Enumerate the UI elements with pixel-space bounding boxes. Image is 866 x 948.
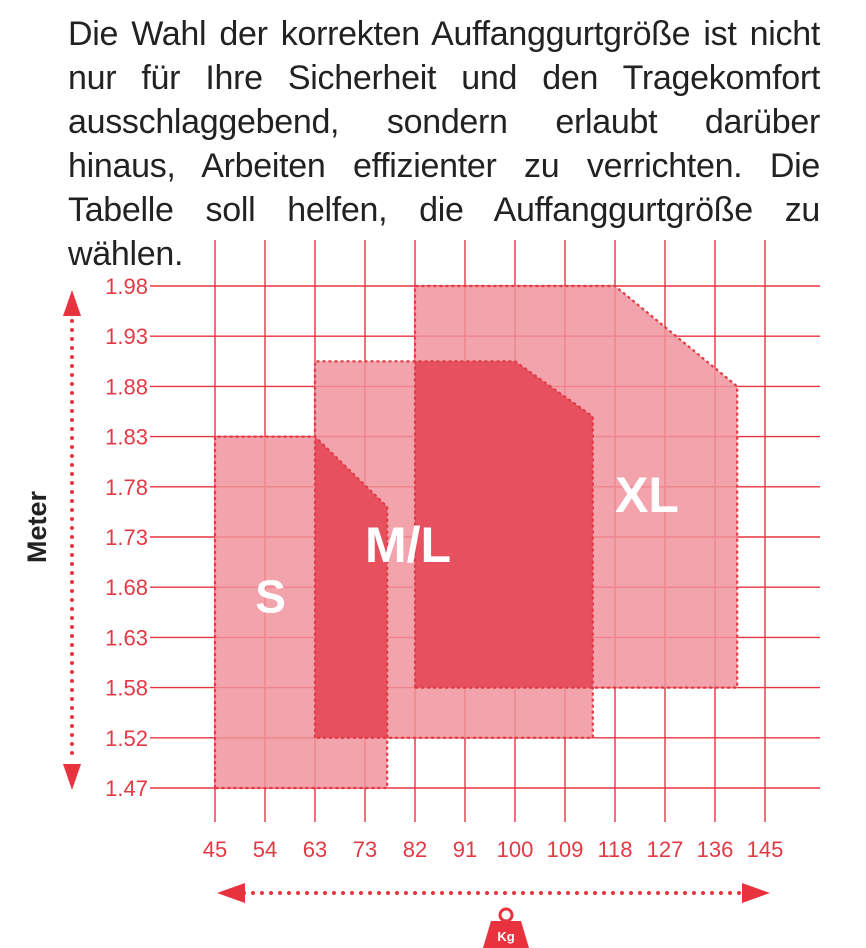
- y-tick-labels: 1.98 1.93 1.88 1.83 1.78 1.73 1.68 1.63 1.58 1.52…: [105, 274, 148, 801]
- intro-paragraph: Die Wahl der korrekten Auffanggurtgröße …: [68, 15, 820, 273]
- x-tick-label: 45: [203, 837, 227, 862]
- y-tick-label: 1.58: [105, 676, 148, 701]
- kg-weight-icon: Kg: [483, 907, 529, 948]
- y-tick-label: 1.93: [105, 324, 148, 349]
- x-axis-double-arrow-icon: [217, 883, 770, 903]
- size-label-s: S: [255, 570, 286, 622]
- size-regions: [215, 286, 738, 788]
- y-tick-label: 1.88: [105, 374, 148, 399]
- overlap-ml-xl: [415, 361, 593, 688]
- overlap-ml-xl-area: [415, 361, 593, 688]
- size-label-xl: XL: [615, 467, 679, 523]
- x-tick-label: 91: [453, 837, 477, 862]
- y-tick-label: 1.83: [105, 425, 148, 450]
- y-axis-double-arrow-icon: [63, 290, 81, 790]
- y-tick-label: 1.52: [105, 726, 148, 751]
- x-tick-label: 136: [697, 837, 734, 862]
- x-tick-label: 63: [303, 837, 327, 862]
- y-tick-label: 1.98: [105, 274, 148, 299]
- x-tick-label: 109: [547, 837, 584, 862]
- y-tick-label: 1.63: [105, 625, 148, 650]
- size-region-borders: [213, 284, 739, 790]
- x-tick-labels: 45 54 63 73 82 91 100 109 118 127 136 145: [203, 837, 784, 862]
- x-tick-label: 127: [647, 837, 684, 862]
- kg-badge-text: Kg: [497, 929, 514, 944]
- y-tick-label: 1.73: [105, 525, 148, 550]
- size-label-m-l: M/L: [365, 517, 451, 573]
- x-tick-label: 54: [253, 837, 277, 862]
- x-tick-label: 73: [353, 837, 377, 862]
- size-border-m-l: [313, 360, 594, 739]
- y-tick-label: 1.68: [105, 575, 148, 600]
- y-tick-label: 1.78: [105, 475, 148, 500]
- y-axis-label: Meter: [22, 491, 52, 564]
- size-labels: S M/L XL: [255, 467, 679, 622]
- size-border-xl: [413, 284, 739, 689]
- x-tick-label: 100: [497, 837, 534, 862]
- x-tick-label: 145: [747, 837, 784, 862]
- y-tick-label: 1.47: [105, 776, 148, 801]
- x-tick-label: 82: [403, 837, 427, 862]
- x-tick-label: 118: [597, 837, 632, 862]
